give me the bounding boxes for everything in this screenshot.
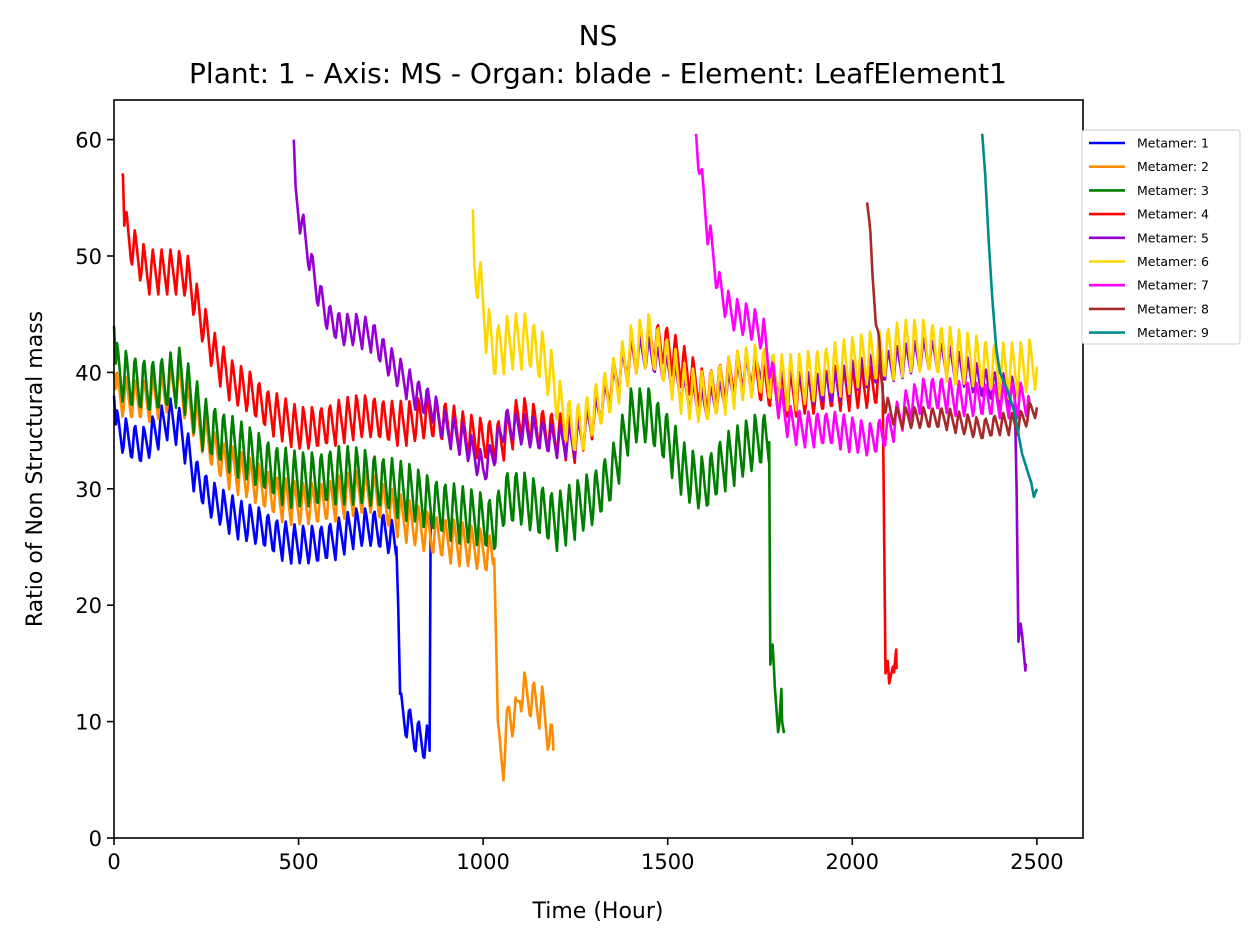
y-tick-label: 60 (75, 129, 102, 153)
x-tick-label: 2500 (1010, 850, 1063, 874)
series-line-metamer-8 (865, 202, 1039, 440)
legend-label: Metamer: 4 (1137, 207, 1209, 222)
legend-label: Metamer: 3 (1137, 183, 1209, 198)
series-line-metamer-9 (980, 133, 1039, 499)
y-tick-label: 30 (75, 478, 102, 502)
y-tick-label: 40 (75, 361, 102, 385)
legend-label: Metamer: 7 (1137, 278, 1209, 293)
y-axis-label: Ratio of Non Structural mass (23, 311, 48, 627)
ticks-layer: 0 500 1000 1500 2000 2500 0 10 20 30 40 50 60 (75, 129, 1063, 874)
legend-label: Metamer: 5 (1137, 230, 1209, 245)
x-tick-label: 0 (107, 850, 120, 874)
legend-label: Metamer: 1 (1137, 136, 1209, 151)
series-line-metamer-5 (292, 139, 1028, 672)
series-line-metamer-7 (694, 133, 1031, 457)
y-tick-label: 0 (89, 827, 102, 851)
chart-title: NS (579, 19, 618, 52)
x-tick-label: 2000 (826, 850, 879, 874)
y-tick-label: 10 (75, 711, 102, 735)
legend-label: Metamer: 2 (1137, 159, 1209, 174)
x-axis-label: Time (Hour) (532, 899, 664, 924)
series-line-metamer-6 (471, 209, 1039, 452)
y-tick-label: 50 (75, 245, 102, 269)
plot-frame (113, 99, 1084, 839)
series-line-metamer-1 (112, 395, 432, 760)
legend-label: Metamer: 8 (1137, 301, 1209, 316)
x-tick-label: 500 (279, 850, 319, 874)
y-tick-label: 20 (75, 594, 102, 618)
series-line-metamer-4 (121, 173, 898, 685)
legend-frame (1081, 129, 1241, 345)
chart-subtitle: Plant: 1 - Axis: MS - Organ: blade - Ele… (189, 57, 1007, 90)
series-line-metamer-2 (112, 364, 555, 782)
legend: Metamer: 1 Metamer: 2 Metamer: 3 Metamer: 4… (1081, 129, 1241, 345)
series-layer (112, 133, 1039, 782)
x-tick-label: 1500 (641, 850, 694, 874)
x-tick-label: 1000 (456, 850, 509, 874)
legend-label: Metamer: 9 (1137, 325, 1209, 340)
legend-label: Metamer: 6 (1137, 254, 1209, 269)
series-line-metamer-3 (112, 325, 786, 734)
